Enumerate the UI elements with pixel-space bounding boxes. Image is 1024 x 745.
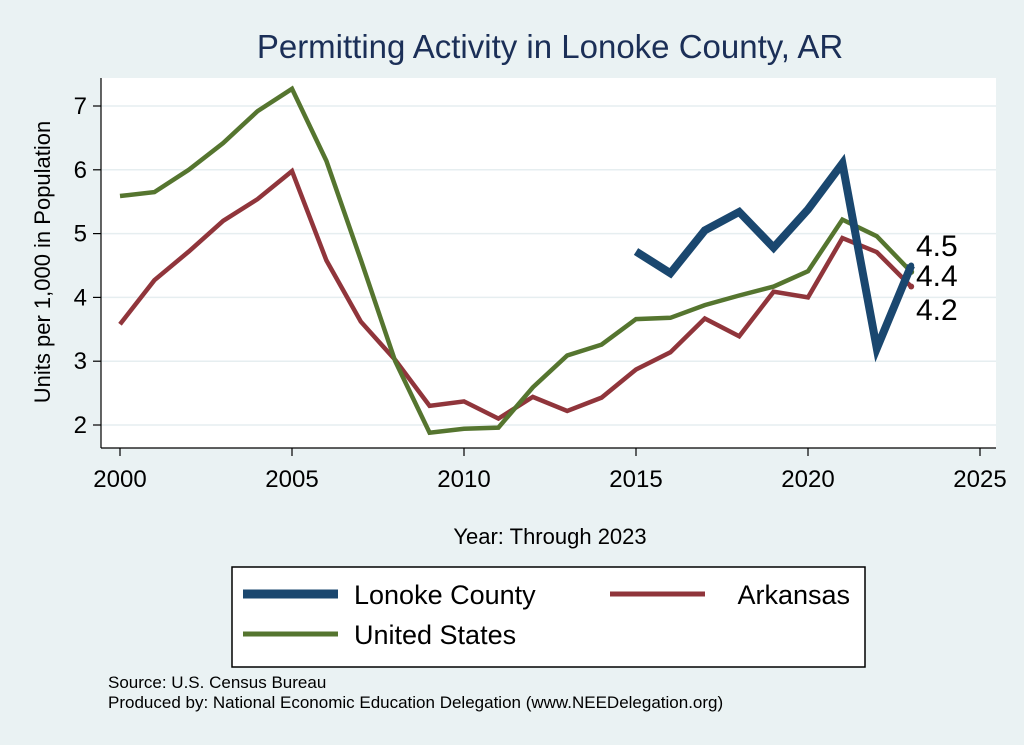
source-note: Source: U.S. Census Bureau — [108, 673, 326, 692]
legend-label-lonoke-county: Lonoke County — [354, 580, 536, 610]
legend-label-arkansas: Arkansas — [737, 580, 850, 610]
series-end-point-arkansas — [908, 283, 915, 290]
legend: Lonoke County Arkansas United States — [231, 566, 866, 668]
y-tick-label-7: 7 — [74, 93, 87, 120]
y-axis-title: Units per 1,000 in Population — [30, 121, 55, 404]
x-tick-label-2025: 2025 — [953, 466, 1006, 493]
end-label-lonoke-county: 4.5 — [916, 230, 958, 263]
end-label-arkansas: 4.2 — [916, 294, 958, 327]
x-tick-label-2015: 2015 — [609, 466, 662, 493]
x-tick-label-2005: 2005 — [265, 466, 318, 493]
series-line-united-states — [119, 85, 913, 436]
gridlines — [101, 105, 996, 426]
y-tick-label-5: 5 — [74, 221, 87, 248]
x-tick-label-2020: 2020 — [781, 466, 834, 493]
y-tick-label-3: 3 — [74, 348, 87, 375]
end-label-united-states: 4.4 — [916, 260, 958, 293]
y-axis-ticks: 2 3 4 5 6 7 — [74, 93, 101, 439]
series-lines — [118, 85, 915, 436]
x-tick-label-2000: 2000 — [93, 466, 146, 493]
x-axis-ticks: 2000 2005 2010 2015 2020 2025 — [93, 448, 1007, 493]
series-end-point-lonoke-county — [908, 262, 915, 269]
x-tick-label-2010: 2010 — [437, 466, 490, 493]
y-tick-label-6: 6 — [74, 157, 87, 184]
plot-area — [101, 78, 996, 448]
series-line-lonoke-county — [633, 153, 915, 363]
end-labels: 4.54.44.2 — [916, 230, 958, 327]
legend-label-united-states: United States — [354, 620, 516, 650]
x-axis-title: Year: Through 2023 — [453, 524, 646, 549]
legend-box — [231, 566, 866, 668]
producer-note: Produced by: National Economic Education… — [108, 693, 723, 712]
y-tick-label-2: 2 — [74, 412, 87, 439]
y-tick-label-4: 4 — [74, 284, 87, 311]
chart-title: Permitting Activity in Lonoke County, AR — [257, 28, 843, 65]
